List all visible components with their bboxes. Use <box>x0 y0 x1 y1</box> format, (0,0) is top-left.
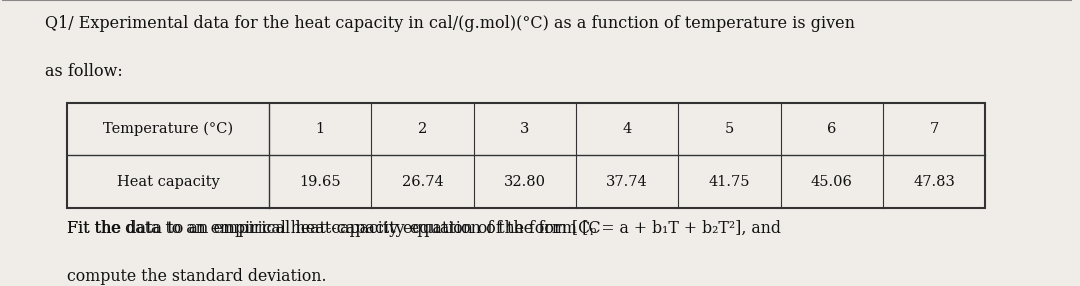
Text: Fit the data to an empirical heat-capacity equation of the form [Cₚ = a + b₁T + : Fit the data to an empirical heat-capaci… <box>67 221 781 237</box>
Text: 4: 4 <box>622 122 632 136</box>
Text: 3: 3 <box>521 122 529 136</box>
Text: 37.74: 37.74 <box>606 175 648 189</box>
Text: 2: 2 <box>418 122 427 136</box>
Text: Heat capacity: Heat capacity <box>117 175 219 189</box>
Text: 45.06: 45.06 <box>811 175 853 189</box>
Text: 41.75: 41.75 <box>708 175 751 189</box>
Text: Q1/ Experimental data for the heat capacity in cal/(g.mol)(°C) as a function of : Q1/ Experimental data for the heat capac… <box>45 15 855 32</box>
Text: compute the standard deviation.: compute the standard deviation. <box>67 268 326 285</box>
Text: as follow:: as follow: <box>45 63 123 80</box>
Text: Temperature (°C): Temperature (°C) <box>103 122 233 136</box>
Text: 47.83: 47.83 <box>914 175 955 189</box>
Text: 26.74: 26.74 <box>402 175 443 189</box>
Text: Fit the data to an empirical heat-capacity equation of the form [C: Fit the data to an empirical heat-capaci… <box>67 221 600 237</box>
Text: 1: 1 <box>315 122 325 136</box>
Text: 6: 6 <box>827 122 837 136</box>
Text: 32.80: 32.80 <box>503 175 545 189</box>
Text: 5: 5 <box>725 122 734 136</box>
Text: 19.65: 19.65 <box>299 175 341 189</box>
Text: 7: 7 <box>930 122 939 136</box>
